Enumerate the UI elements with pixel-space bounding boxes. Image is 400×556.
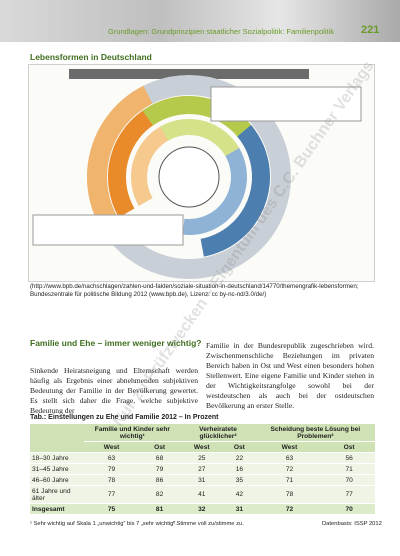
value-cell: 77 — [84, 485, 139, 504]
value-cell: 78 — [84, 474, 139, 486]
header-band — [0, 0, 400, 42]
page-number: 221 — [361, 24, 380, 36]
row-label: Insgesamt — [30, 503, 85, 515]
group-header: Familie und Kinder sehr wichtig¹ — [84, 424, 181, 442]
table-row: Insgesamt 75 81 32 31 72 70 — [30, 503, 375, 515]
value-cell: 86 — [138, 474, 181, 486]
footnote: ² Stimme voll zu/stimme zu. — [173, 521, 244, 527]
inner-blue — [131, 119, 247, 235]
value-cell: 70 — [323, 474, 375, 486]
table-row: 18–30 Jahre 63 68 25 22 63 56 — [30, 452, 375, 464]
header-cell — [30, 424, 85, 453]
table-row: 61 Jahre und älter 77 82 41 42 78 77 — [30, 485, 375, 504]
value-cell: 72 — [255, 503, 324, 515]
value-cell: 56 — [323, 452, 375, 464]
header-row: Familie und Kinder sehr wichtig¹ Verheira… — [30, 424, 375, 453]
running-head: Grundlagen: Grundprinzipien staatlicher … — [108, 27, 334, 36]
value-cell: 32 — [180, 503, 224, 515]
value-cell: 63 — [84, 452, 139, 464]
value-cell: 35 — [223, 474, 256, 486]
value-cell: 63 — [255, 452, 324, 464]
value-cell: 41 — [180, 485, 224, 504]
group-header: Scheidung beste Lösung bei Problemen² — [255, 424, 375, 442]
value-cell: 31 — [223, 503, 256, 515]
value-cell: 71 — [323, 463, 375, 475]
value-cell: 79 — [84, 463, 139, 475]
row-label: 31–45 Jahre — [30, 463, 85, 475]
value-cell: 27 — [180, 463, 224, 475]
row-label: 18–30 Jahre — [30, 452, 85, 464]
article-heading: Familie und Ehe – immer weniger wichtig? — [30, 338, 202, 348]
value-cell: 16 — [223, 463, 256, 475]
subheader-row: West Ost West Ost West Ost — [30, 441, 375, 453]
value-cell: 68 — [138, 452, 181, 464]
subheader: West — [84, 441, 139, 453]
data-source: Datenbasis: ISSP 2012 — [322, 521, 382, 527]
value-cell: 70 — [323, 503, 375, 515]
figure-source: (http://www.bpb.de/nachschlagen/zahlen-u… — [30, 283, 359, 298]
subheader: Ost — [138, 441, 181, 453]
value-cell: 82 — [138, 485, 181, 504]
table-row: 31–45 Jahre 79 79 27 16 72 71 — [30, 463, 375, 475]
note-box — [210, 86, 362, 122]
row-label: 61 Jahre und älter — [30, 485, 85, 504]
paragraph: Sinkende Heiratsneigung und Elternschaft… — [30, 366, 198, 415]
figure-title-bar — [69, 69, 309, 79]
subheader: Ost — [323, 441, 375, 453]
paragraph: Familie in der Bundesrepublik zugeschrie… — [206, 341, 374, 410]
value-cell: 22 — [223, 452, 256, 464]
value-cell: 81 — [138, 503, 181, 515]
ring-green — [108, 96, 270, 258]
table-caption: Tab.: Einstellungen zu Ehe und Familie 2… — [30, 414, 219, 421]
value-cell: 78 — [255, 485, 324, 504]
section-title: Lebensformen in Deutschland — [30, 52, 152, 62]
subheader: West — [180, 441, 224, 453]
value-cell: 71 — [255, 474, 324, 486]
center — [158, 146, 220, 208]
value-cell: 75 — [84, 503, 139, 515]
value-cell: 77 — [323, 485, 375, 504]
group-header: Verheiratete glücklicher² — [180, 424, 256, 442]
table-row: 46–60 Jahre 78 86 31 35 71 70 — [30, 474, 375, 486]
subheader: Ost — [223, 441, 256, 453]
note-box — [32, 214, 184, 246]
value-cell: 72 — [255, 463, 324, 475]
table: Familie und Kinder sehr wichtig¹ Verheira… — [30, 424, 375, 515]
infographic — [28, 64, 375, 282]
value-cell: 79 — [138, 463, 181, 475]
footnote: ¹ Sehr wichtig auf Skala 1 „unwichtig“ b… — [30, 521, 177, 527]
value-cell: 31 — [180, 474, 224, 486]
ring-blue — [108, 96, 270, 258]
subheader: West — [255, 441, 324, 453]
value-cell: 25 — [180, 452, 224, 464]
value-cell: 42 — [223, 485, 256, 504]
infographic-graphic — [32, 69, 362, 279]
row-label: 46–60 Jahre — [30, 474, 85, 486]
